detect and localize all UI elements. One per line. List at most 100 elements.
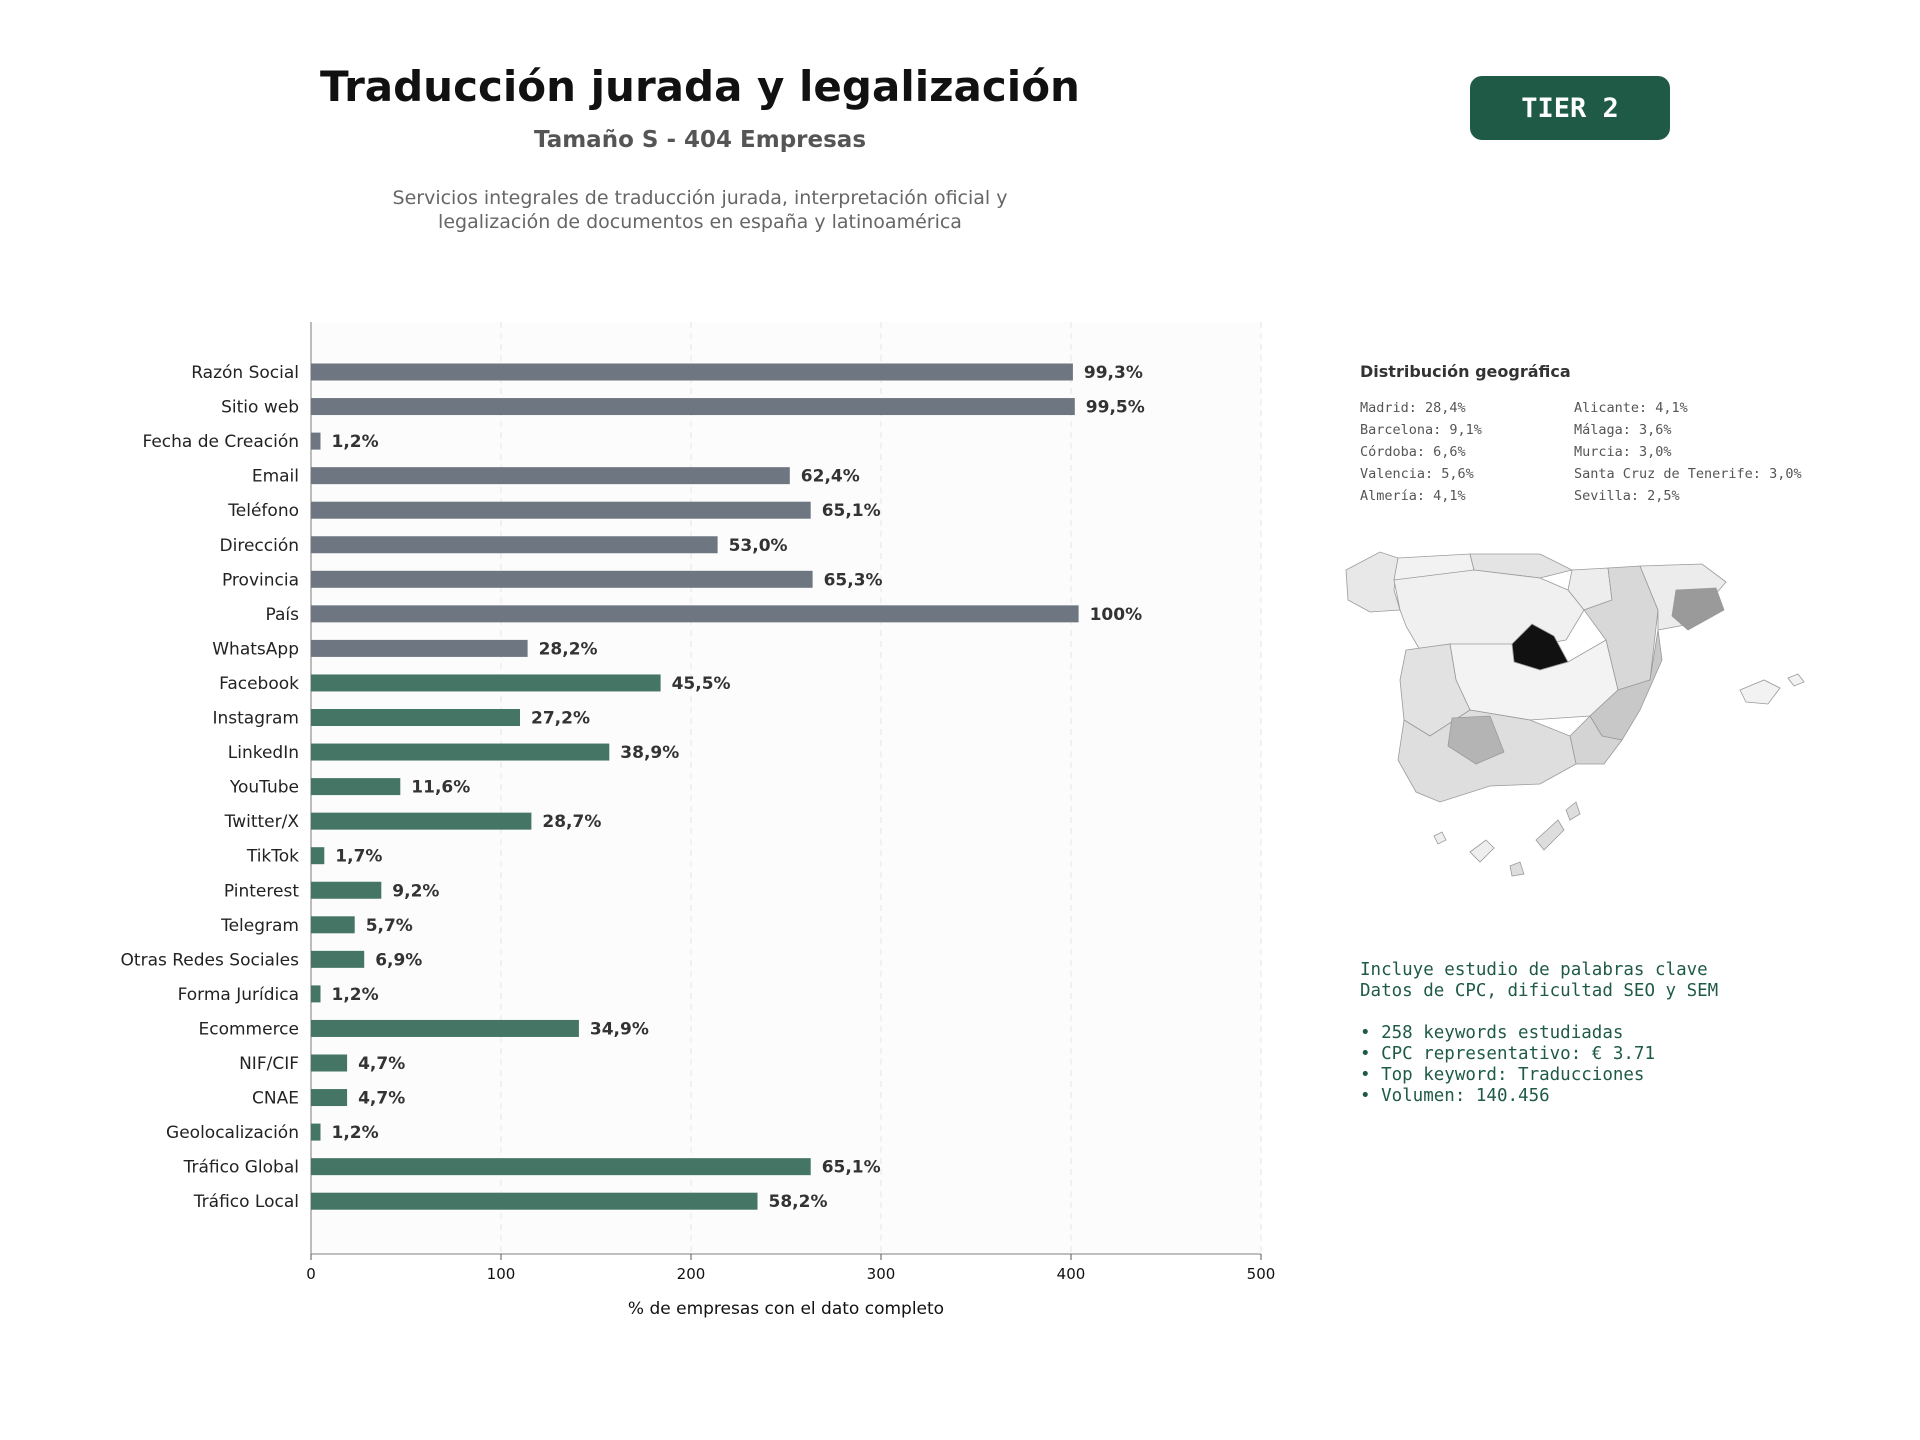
- x-tick-label: 100: [487, 1265, 516, 1283]
- category-label: Teléfono: [227, 501, 299, 521]
- keywords-bullet: • Volumen: 140.456: [1360, 1086, 1550, 1106]
- map-region-canarias-3: [1509, 861, 1525, 877]
- category-label: Fecha de Creación: [142, 432, 299, 452]
- data-label: 65,1%: [822, 501, 881, 521]
- data-label: 53,0%: [729, 536, 788, 556]
- keywords-line-1: Incluye estudio de palabras clave: [1360, 960, 1708, 980]
- bar: [311, 1158, 811, 1176]
- data-label: 45,5%: [672, 674, 731, 694]
- page-subtitle: Tamaño S - 404 Empresas: [533, 127, 867, 153]
- description-line-2: legalización de documentos en españa y l…: [438, 211, 962, 233]
- geo-item: Valencia: 5,6%: [1360, 466, 1474, 482]
- category-label: Pinterest: [224, 881, 299, 901]
- data-label: 65,1%: [822, 1158, 881, 1178]
- geo-title: Distribución geográfica: [1360, 362, 1571, 381]
- bar: [311, 709, 520, 726]
- geo-item: Málaga: 3,6%: [1574, 422, 1672, 438]
- bar: [311, 605, 1079, 623]
- geo-item: Alicante: 4,1%: [1574, 400, 1688, 416]
- data-label: 99,5%: [1086, 398, 1145, 418]
- data-label: 28,2%: [539, 639, 598, 659]
- map-region-canarias-2: [1469, 839, 1495, 863]
- bar: [311, 467, 790, 485]
- category-label: Telegram: [220, 916, 299, 936]
- x-tick-label: 400: [1057, 1265, 1086, 1283]
- bar: [311, 1019, 579, 1037]
- bar: [311, 985, 321, 1003]
- category-label: País: [266, 605, 300, 625]
- category-label: Email: [252, 467, 299, 487]
- category-label: YouTube: [229, 778, 299, 798]
- geo-item: Almería: 4,1%: [1360, 488, 1466, 504]
- map-region-canarias-4: [1535, 819, 1565, 851]
- data-label: 99,3%: [1084, 363, 1143, 383]
- bar: [311, 916, 355, 934]
- keywords-bullet: • 258 keywords estudiadas: [1360, 1023, 1624, 1043]
- map-region-cantabria-pv: [1469, 553, 1574, 579]
- bar: [311, 639, 528, 657]
- geo-item: Murcia: 3,0%: [1574, 444, 1672, 460]
- bar: [311, 536, 718, 554]
- keywords-line-2: Datos de CPC, dificultad SEO y SEM: [1360, 981, 1719, 1001]
- data-label: 34,9%: [590, 1019, 649, 1039]
- bar: [311, 881, 382, 899]
- category-label: Razón Social: [191, 363, 299, 383]
- category-label: Twitter/X: [224, 812, 300, 832]
- category-label: Otras Redes Sociales: [121, 950, 300, 970]
- category-label: Ecommerce: [199, 1019, 300, 1039]
- data-label: 100%: [1090, 605, 1143, 625]
- tier-badge: TIER 2: [1470, 76, 1670, 140]
- data-label: 38,9%: [620, 743, 679, 763]
- data-label: 1,2%: [332, 1123, 379, 1143]
- data-label: 4,7%: [358, 1054, 405, 1074]
- category-label: Dirección: [220, 536, 299, 556]
- bar: [311, 501, 811, 519]
- category-label: Geolocalización: [166, 1123, 299, 1143]
- bar-chart: Razón Social 99,3% Sitio web 99,5% Fecha de …: [121, 322, 1276, 1319]
- geo-item: Sevilla: 2,5%: [1574, 488, 1680, 504]
- geo-item: Córdoba: 6,6%: [1360, 444, 1466, 460]
- data-label: 5,7%: [366, 916, 413, 936]
- data-label: 1,2%: [332, 985, 379, 1005]
- category-label: Tráfico Local: [193, 1192, 299, 1212]
- bar: [311, 570, 813, 588]
- data-label: 9,2%: [392, 881, 439, 901]
- bar: [311, 812, 532, 830]
- bar: [311, 950, 365, 968]
- bar: [311, 363, 1073, 381]
- map-region-barcelona: [1671, 587, 1725, 631]
- x-tick-label: 200: [677, 1265, 706, 1283]
- keywords-bullet: • CPC representativo: € 3.71: [1360, 1044, 1656, 1064]
- map-region-baleares-east: [1787, 673, 1805, 687]
- geo-item: Madrid: 28,4%: [1360, 400, 1466, 416]
- data-label: 62,4%: [801, 467, 860, 487]
- data-label: 4,7%: [358, 1089, 405, 1109]
- category-label: Instagram: [213, 709, 300, 729]
- bar: [311, 1192, 758, 1210]
- bar: [311, 1123, 321, 1141]
- category-label: Provincia: [222, 570, 299, 590]
- bar: [311, 432, 321, 450]
- map-region-cordoba: [1447, 715, 1505, 765]
- category-label: NIF/CIF: [239, 1054, 299, 1074]
- data-label: 1,2%: [332, 432, 379, 452]
- category-label: WhatsApp: [212, 639, 299, 659]
- data-label: 6,9%: [375, 950, 422, 970]
- x-tick-label: 300: [867, 1265, 896, 1283]
- spain-map: [1345, 551, 1805, 877]
- category-label: Facebook: [219, 674, 299, 694]
- category-label: Tráfico Global: [183, 1158, 299, 1178]
- data-label: 11,6%: [411, 778, 470, 798]
- bar: [311, 1054, 348, 1072]
- map-region-galicia: [1345, 551, 1401, 613]
- page-title: Traducción jurada y legalización: [320, 62, 1080, 111]
- keywords-bullet: • Top keyword: Traducciones: [1360, 1065, 1645, 1085]
- category-label: CNAE: [252, 1089, 299, 1109]
- data-label: 28,7%: [542, 812, 601, 832]
- keywords-panel: Incluye estudio de palabras clave Datos …: [1360, 960, 1718, 1107]
- bar: [311, 398, 1075, 416]
- data-label: 65,3%: [824, 570, 883, 590]
- map-region-baleares: [1739, 679, 1781, 705]
- x-tick-label: 500: [1247, 1265, 1276, 1283]
- geo-item: Barcelona: 9,1%: [1360, 422, 1482, 438]
